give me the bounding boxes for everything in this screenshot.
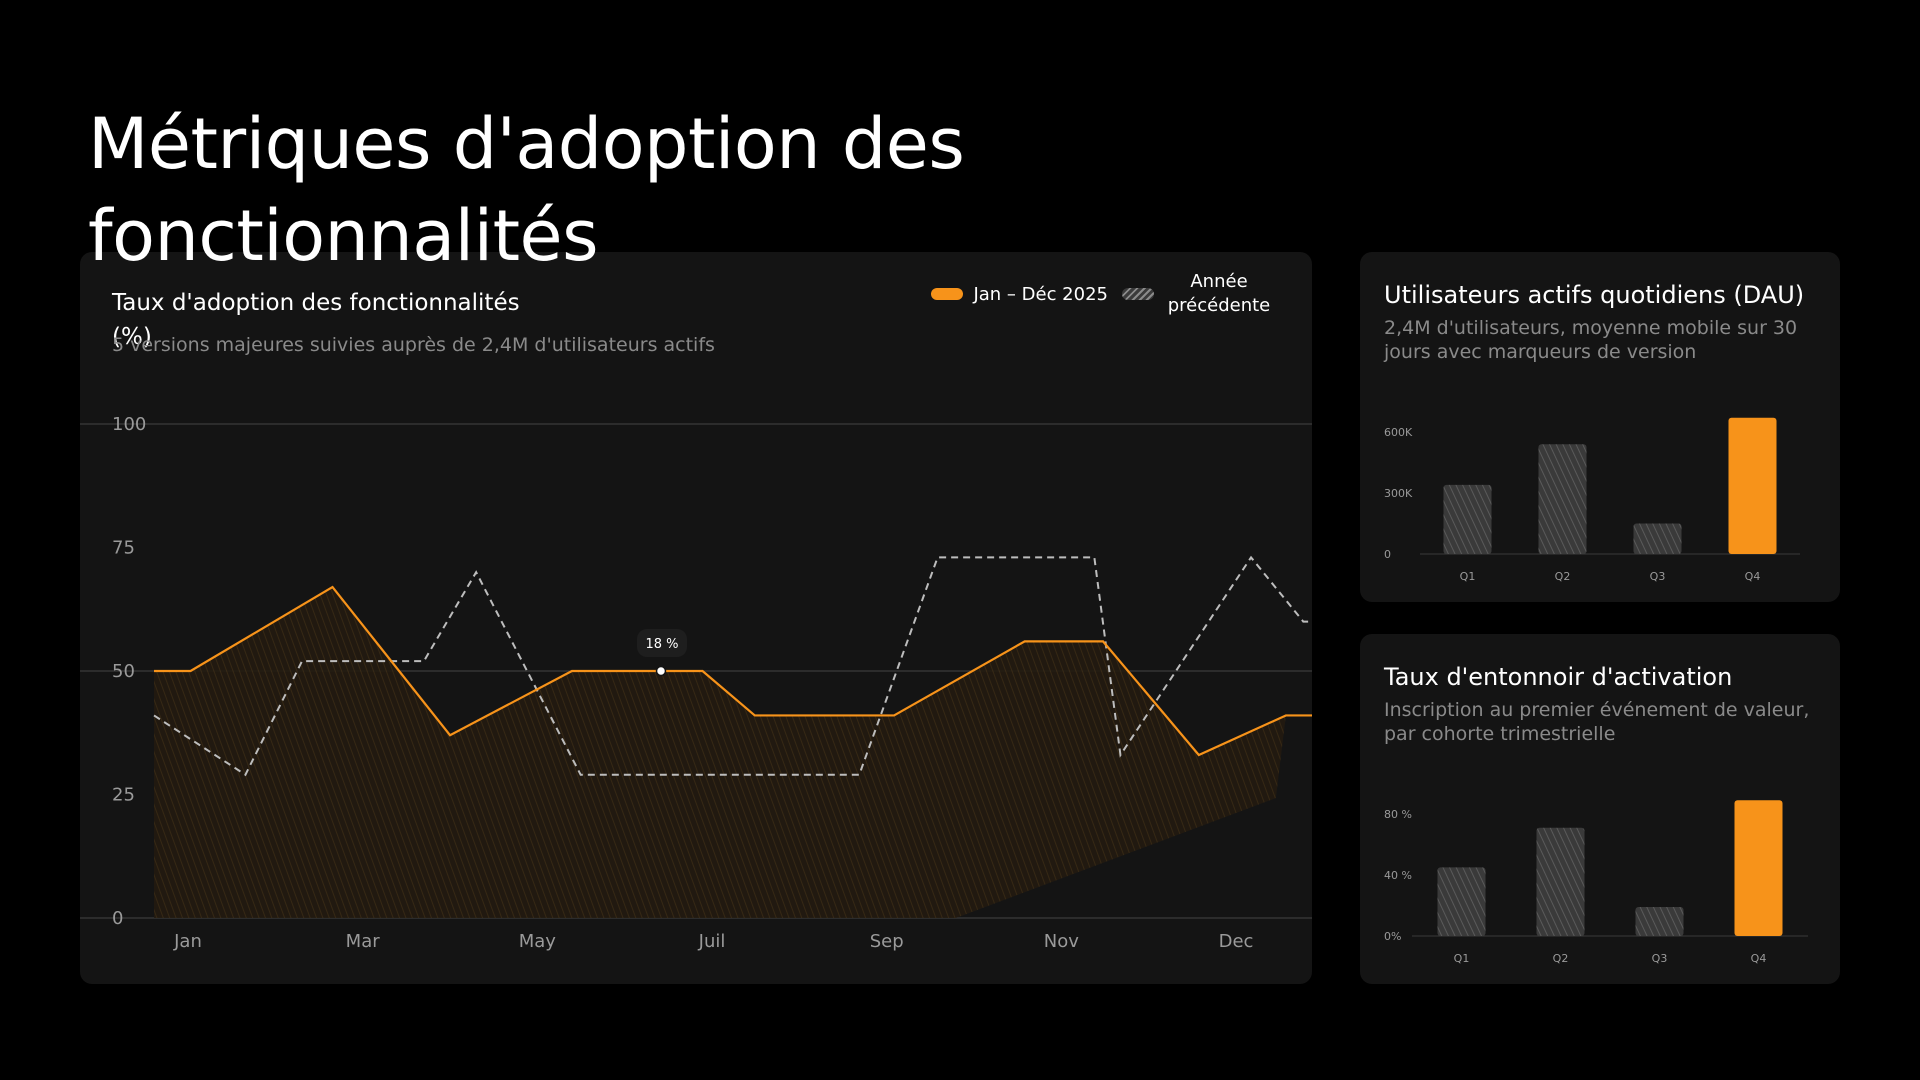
y-tick-label: 100 [112, 414, 146, 435]
x-tick-label: Q4 [1745, 570, 1761, 583]
funnel-chart-title: Taux d'entonnoir d'activation [1384, 663, 1733, 691]
x-tick-label: Dec [1219, 931, 1254, 952]
x-tick-label: Q2 [1555, 570, 1571, 583]
y-tick-label: 40 % [1384, 869, 1412, 882]
bar[interactable] [1443, 484, 1492, 554]
y-tick-label: 75 [112, 538, 135, 559]
funnel-chart-card: Taux d'entonnoir d'activation Inscriptio… [1360, 634, 1840, 984]
dau-chart-subtitle: 2,4M d'utilisateurs, moyenne mobile sur … [1384, 317, 1798, 363]
y-tick-label: 80 % [1384, 808, 1412, 821]
y-tick-label: 300K [1384, 487, 1413, 500]
x-tick-label: Nov [1044, 931, 1079, 952]
adoption-line-chart: 0 25 50 75 100 Jan Mar May Juil Sep Nov Dec 18 % [80, 414, 1312, 952]
tooltip-label: 18 % [645, 637, 678, 652]
y-tick-label: 600K [1384, 426, 1413, 439]
y-tick-label: 0% [1384, 930, 1401, 943]
tooltip-point[interactable] [655, 665, 667, 677]
dau-chart-card: Utilisateurs actifs quotidiens (DAU) 2,4… [1360, 252, 1840, 602]
x-tick-label: Q3 [1650, 570, 1666, 583]
legend-item-current[interactable]: Jan – Déc 2025 [931, 284, 1108, 305]
adoption-chart-title: Taux d'adoption des fonctionnalités (%) [112, 290, 520, 350]
x-tick-label: May [519, 931, 557, 952]
bar[interactable] [1633, 523, 1682, 555]
chart-legend: Jan – Déc 2025 Année précédente [931, 270, 1274, 318]
x-tick-label: Mar [346, 931, 381, 952]
bar[interactable] [1437, 867, 1486, 936]
bar[interactable] [1734, 800, 1783, 936]
page-title: Métriques d'adoption des fonctionnalités [88, 103, 965, 277]
bar[interactable] [1536, 827, 1585, 936]
bar[interactable] [1728, 417, 1777, 554]
bar[interactable] [1635, 907, 1684, 936]
legend-label-current: Jan – Déc 2025 [973, 283, 1108, 305]
y-tick-label: 50 [112, 661, 135, 682]
legend-swatch-previous [1122, 288, 1154, 300]
y-tick-label: 0 [1384, 548, 1391, 561]
legend-item-previous[interactable]: Année précédente [1122, 270, 1274, 318]
adoption-chart-subtitle: 5 versions majeures suivies auprès de 2,… [112, 334, 715, 356]
series-line-current [154, 585, 1312, 757]
bar[interactable] [1538, 444, 1587, 554]
adoption-chart-card: Taux d'adoption des fonctionnalités (%) … [80, 252, 1312, 984]
x-tick-label: Q1 [1454, 952, 1470, 965]
current-area-fill [154, 587, 1286, 918]
x-tick-label: Q1 [1460, 570, 1476, 583]
funnel-chart-subtitle: Inscription au premier événement de vale… [1384, 699, 1810, 745]
dau-bar-chart: 0 300K 600K Q1 Q2 Q3 Q4 [1384, 417, 1800, 583]
y-tick-label: 25 [112, 785, 135, 806]
x-tick-label: Q3 [1652, 952, 1668, 965]
dau-chart-title: Utilisateurs actifs quotidiens (DAU) [1384, 281, 1805, 309]
x-tick-label: Juil [698, 931, 726, 952]
x-tick-label: Jan [173, 931, 202, 952]
tooltip-box [637, 629, 687, 657]
x-tick-label: Q4 [1751, 952, 1767, 965]
x-tick-label: Sep [870, 931, 904, 952]
legend-label-previous: Année précédente [1167, 271, 1271, 316]
legend-swatch-current [931, 288, 964, 300]
x-tick-label: Q2 [1553, 952, 1569, 965]
funnel-bar-chart: 0% 40 % 80 % Q1 Q2 Q3 Q4 [1384, 800, 1808, 965]
series-line-previous [153, 555, 1312, 777]
y-tick-label: 0 [112, 908, 123, 929]
